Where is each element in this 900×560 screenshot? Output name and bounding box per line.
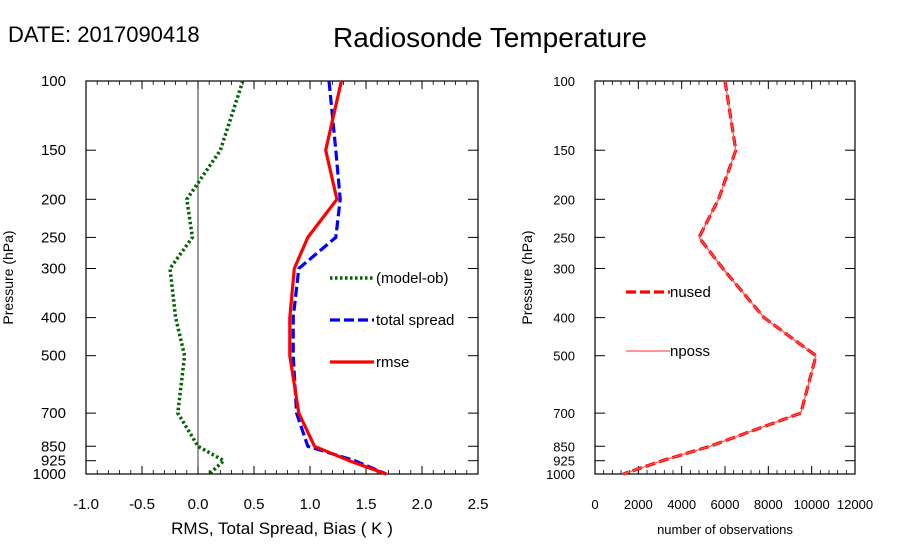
x-tick-label: -1.0 xyxy=(73,496,99,513)
y-tick-label: 200 xyxy=(41,191,66,208)
x-tick-label: 8000 xyxy=(754,497,783,512)
y-tick-label: 250 xyxy=(41,229,66,246)
x-tick-label: 0.0 xyxy=(188,496,209,513)
series-line-nused xyxy=(622,80,818,476)
x-tick-label: 1.5 xyxy=(356,496,377,513)
plot-frame xyxy=(85,80,479,475)
series-line-model-ob xyxy=(168,80,245,476)
y-tick-label: 100 xyxy=(41,73,66,90)
y-axis-title: Pressure (hPa) xyxy=(0,230,16,324)
y-tick-label: 1000 xyxy=(33,466,66,483)
series-line-nposs xyxy=(623,80,817,475)
x-tick-label: 1.0 xyxy=(300,496,321,513)
y-tick-label: 200 xyxy=(553,192,575,207)
x-tick-label: 2.0 xyxy=(412,496,433,513)
legend-label: nposs xyxy=(670,343,710,360)
legend-label: (model-ob) xyxy=(376,270,449,287)
x-tick-label: 12000 xyxy=(837,497,873,512)
y-tick-label: 150 xyxy=(41,142,66,159)
y-tick-label: 250 xyxy=(553,230,575,245)
y-tick-label: 100 xyxy=(553,74,575,89)
plot-frame xyxy=(594,80,856,475)
right-panel: 0 2000 4000 6000 8000 10000 12000 100 150 200 250 3… xyxy=(519,74,873,537)
y-tick-label: 1000 xyxy=(546,467,575,482)
x-axis-title: RMS, Total Spread, Bias ( K ) xyxy=(171,519,393,538)
y-tick-label: 500 xyxy=(553,349,575,364)
y-tick-label: 150 xyxy=(553,143,575,158)
x-tick-label: 0 xyxy=(591,497,598,512)
series-line-rmse xyxy=(288,80,387,476)
y-tick-label: 500 xyxy=(41,348,66,365)
y-tick-label: 300 xyxy=(41,261,66,278)
x-axis-title: number of observations xyxy=(657,522,793,537)
y-tick-label: 925 xyxy=(553,454,575,469)
y-axis-title: Pressure (hPa) xyxy=(519,230,535,324)
y-tick-label: 700 xyxy=(553,406,575,421)
y-tick-label: 850 xyxy=(553,439,575,454)
y-tick-label: 850 xyxy=(41,438,66,455)
legend-label: total spread xyxy=(376,312,454,329)
y-tick-label: 700 xyxy=(41,405,66,422)
y-tick-label: 400 xyxy=(553,311,575,326)
x-tick-label: 0.5 xyxy=(244,496,265,513)
y-tick-label: 400 xyxy=(41,310,66,327)
x-tick-label: -0.5 xyxy=(129,496,155,513)
left-panel: -1.0 -0.5 0.0 0.5 1.0 1.5 2.0 2.5 100 150 200 250 30… xyxy=(0,73,488,538)
x-tick-label: 2.5 xyxy=(468,496,489,513)
x-tick-label: 4000 xyxy=(667,497,696,512)
legend-label: rmse xyxy=(376,354,409,371)
x-tick-label: 10000 xyxy=(794,497,830,512)
y-tick-label: 300 xyxy=(553,262,575,277)
date-label: DATE: 2017090418 xyxy=(8,22,200,47)
legend-label: nused xyxy=(670,284,711,301)
y-tick-label: 925 xyxy=(41,453,66,470)
x-tick-label: 6000 xyxy=(711,497,740,512)
x-tick-label: 2000 xyxy=(624,497,653,512)
chart-title: Radiosonde Temperature xyxy=(333,22,647,53)
